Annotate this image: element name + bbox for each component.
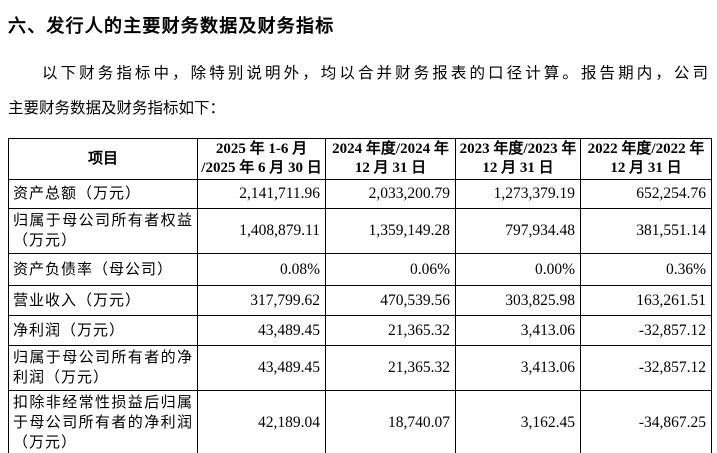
column-header: 2023 年度/2023 年 12 月 31 日 <box>455 138 581 180</box>
row-value: 2,141,711.96 <box>197 179 326 209</box>
row-value: -32,857.12 <box>580 345 712 391</box>
row-value: 1,273,379.19 <box>455 179 581 209</box>
row-label: 营业收入（万元） <box>8 285 198 316</box>
row-value: 3,162.45 <box>455 390 581 453</box>
row-label: 归属于母公司所有者权益（万元） <box>8 208 198 254</box>
row-label: 归属于母公司所有者的净利润（万元） <box>8 345 198 391</box>
column-header: 2025 年 1-6 月 /2025 年 6 月 30 日 <box>197 138 326 180</box>
row-label: 净利润（万元） <box>8 315 198 346</box>
table-row: 归属于母公司所有者权益（万元） 1,408,879.11 1,359,149.28 7… <box>8 208 712 254</box>
row-label: 扣除非经常性损益后归属于母公司所有者的净利润（万元） <box>8 390 198 453</box>
table-row: 资产负债率（母公司） 0.08% 0.06% 0.00% 0.36% <box>8 253 712 286</box>
financial-table-body: 资产总额（万元） 2,141,711.96 2,033,200.79 1,273,37… <box>8 179 712 453</box>
section-heading: 六、发行人的主要财务数据及财务指标 <box>8 16 335 36</box>
row-value: 0.36% <box>580 253 712 286</box>
table-row: 营业收入（万元） 317,799.62 470,539.56 303,825.98 16… <box>8 285 712 316</box>
financial-table-header-row: 项目 2025 年 1-6 月 /2025 年 6 月 30 日 2024 年度/2… <box>8 138 712 180</box>
row-value: 21,365.32 <box>325 345 456 391</box>
row-value: 43,489.45 <box>197 315 326 346</box>
intro-line-1: 以下财务指标中，除特别说明外，均以合并财务报表的口径计算。报告期内，公司 <box>42 65 708 82</box>
row-value: -34,867.25 <box>580 390 712 453</box>
row-value: 18,740.07 <box>325 390 456 453</box>
row-value: -32,857.12 <box>580 315 712 346</box>
row-value: 652,254.76 <box>580 179 712 209</box>
table-row: 资产总额（万元） 2,141,711.96 2,033,200.79 1,273,37… <box>8 179 712 209</box>
row-value: 0.08% <box>197 253 326 286</box>
intro-paragraph: 以下财务指标中，除特别说明外，均以合并财务报表的口径计算。报告期内，公司 主要财… <box>8 56 708 126</box>
row-value: 470,539.56 <box>325 285 456 316</box>
financial-table: 项目 2025 年 1-6 月 /2025 年 6 月 30 日 2024 年度/2… <box>8 138 712 453</box>
column-header: 2022 年度/2022 年 12 月 31 日 <box>580 138 712 180</box>
row-value: 381,551.14 <box>580 208 712 254</box>
row-value: 0.06% <box>325 253 456 286</box>
row-label: 资产负债率（母公司） <box>8 253 198 286</box>
row-value: 303,825.98 <box>455 285 581 316</box>
row-value: 0.00% <box>455 253 581 286</box>
row-value: 1,408,879.11 <box>197 208 326 254</box>
row-value: 3,413.06 <box>455 315 581 346</box>
row-value: 2,033,200.79 <box>325 179 456 209</box>
row-value: 163,261.51 <box>580 285 712 316</box>
row-value: 3,413.06 <box>455 345 581 391</box>
row-value: 21,365.32 <box>325 315 456 346</box>
table-row: 归属于母公司所有者的净利润（万元） 43,489.45 21,365.32 3,413… <box>8 345 712 391</box>
column-header: 项目 <box>8 138 198 180</box>
table-row: 净利润（万元） 43,489.45 21,365.32 3,413.06 -32,857… <box>8 315 712 346</box>
table-row: 扣除非经常性损益后归属于母公司所有者的净利润（万元） 42,189.04 18,74… <box>8 390 712 453</box>
column-header: 2024 年度/2024 年 12 月 31 日 <box>325 138 456 180</box>
row-value: 43,489.45 <box>197 345 326 391</box>
row-label: 资产总额（万元） <box>8 179 198 209</box>
intro-line-2: 主要财务数据及财务指标如下： <box>8 100 226 117</box>
row-value: 797,934.48 <box>455 208 581 254</box>
row-value: 1,359,149.28 <box>325 208 456 254</box>
row-value: 42,189.04 <box>197 390 326 453</box>
row-value: 317,799.62 <box>197 285 326 316</box>
